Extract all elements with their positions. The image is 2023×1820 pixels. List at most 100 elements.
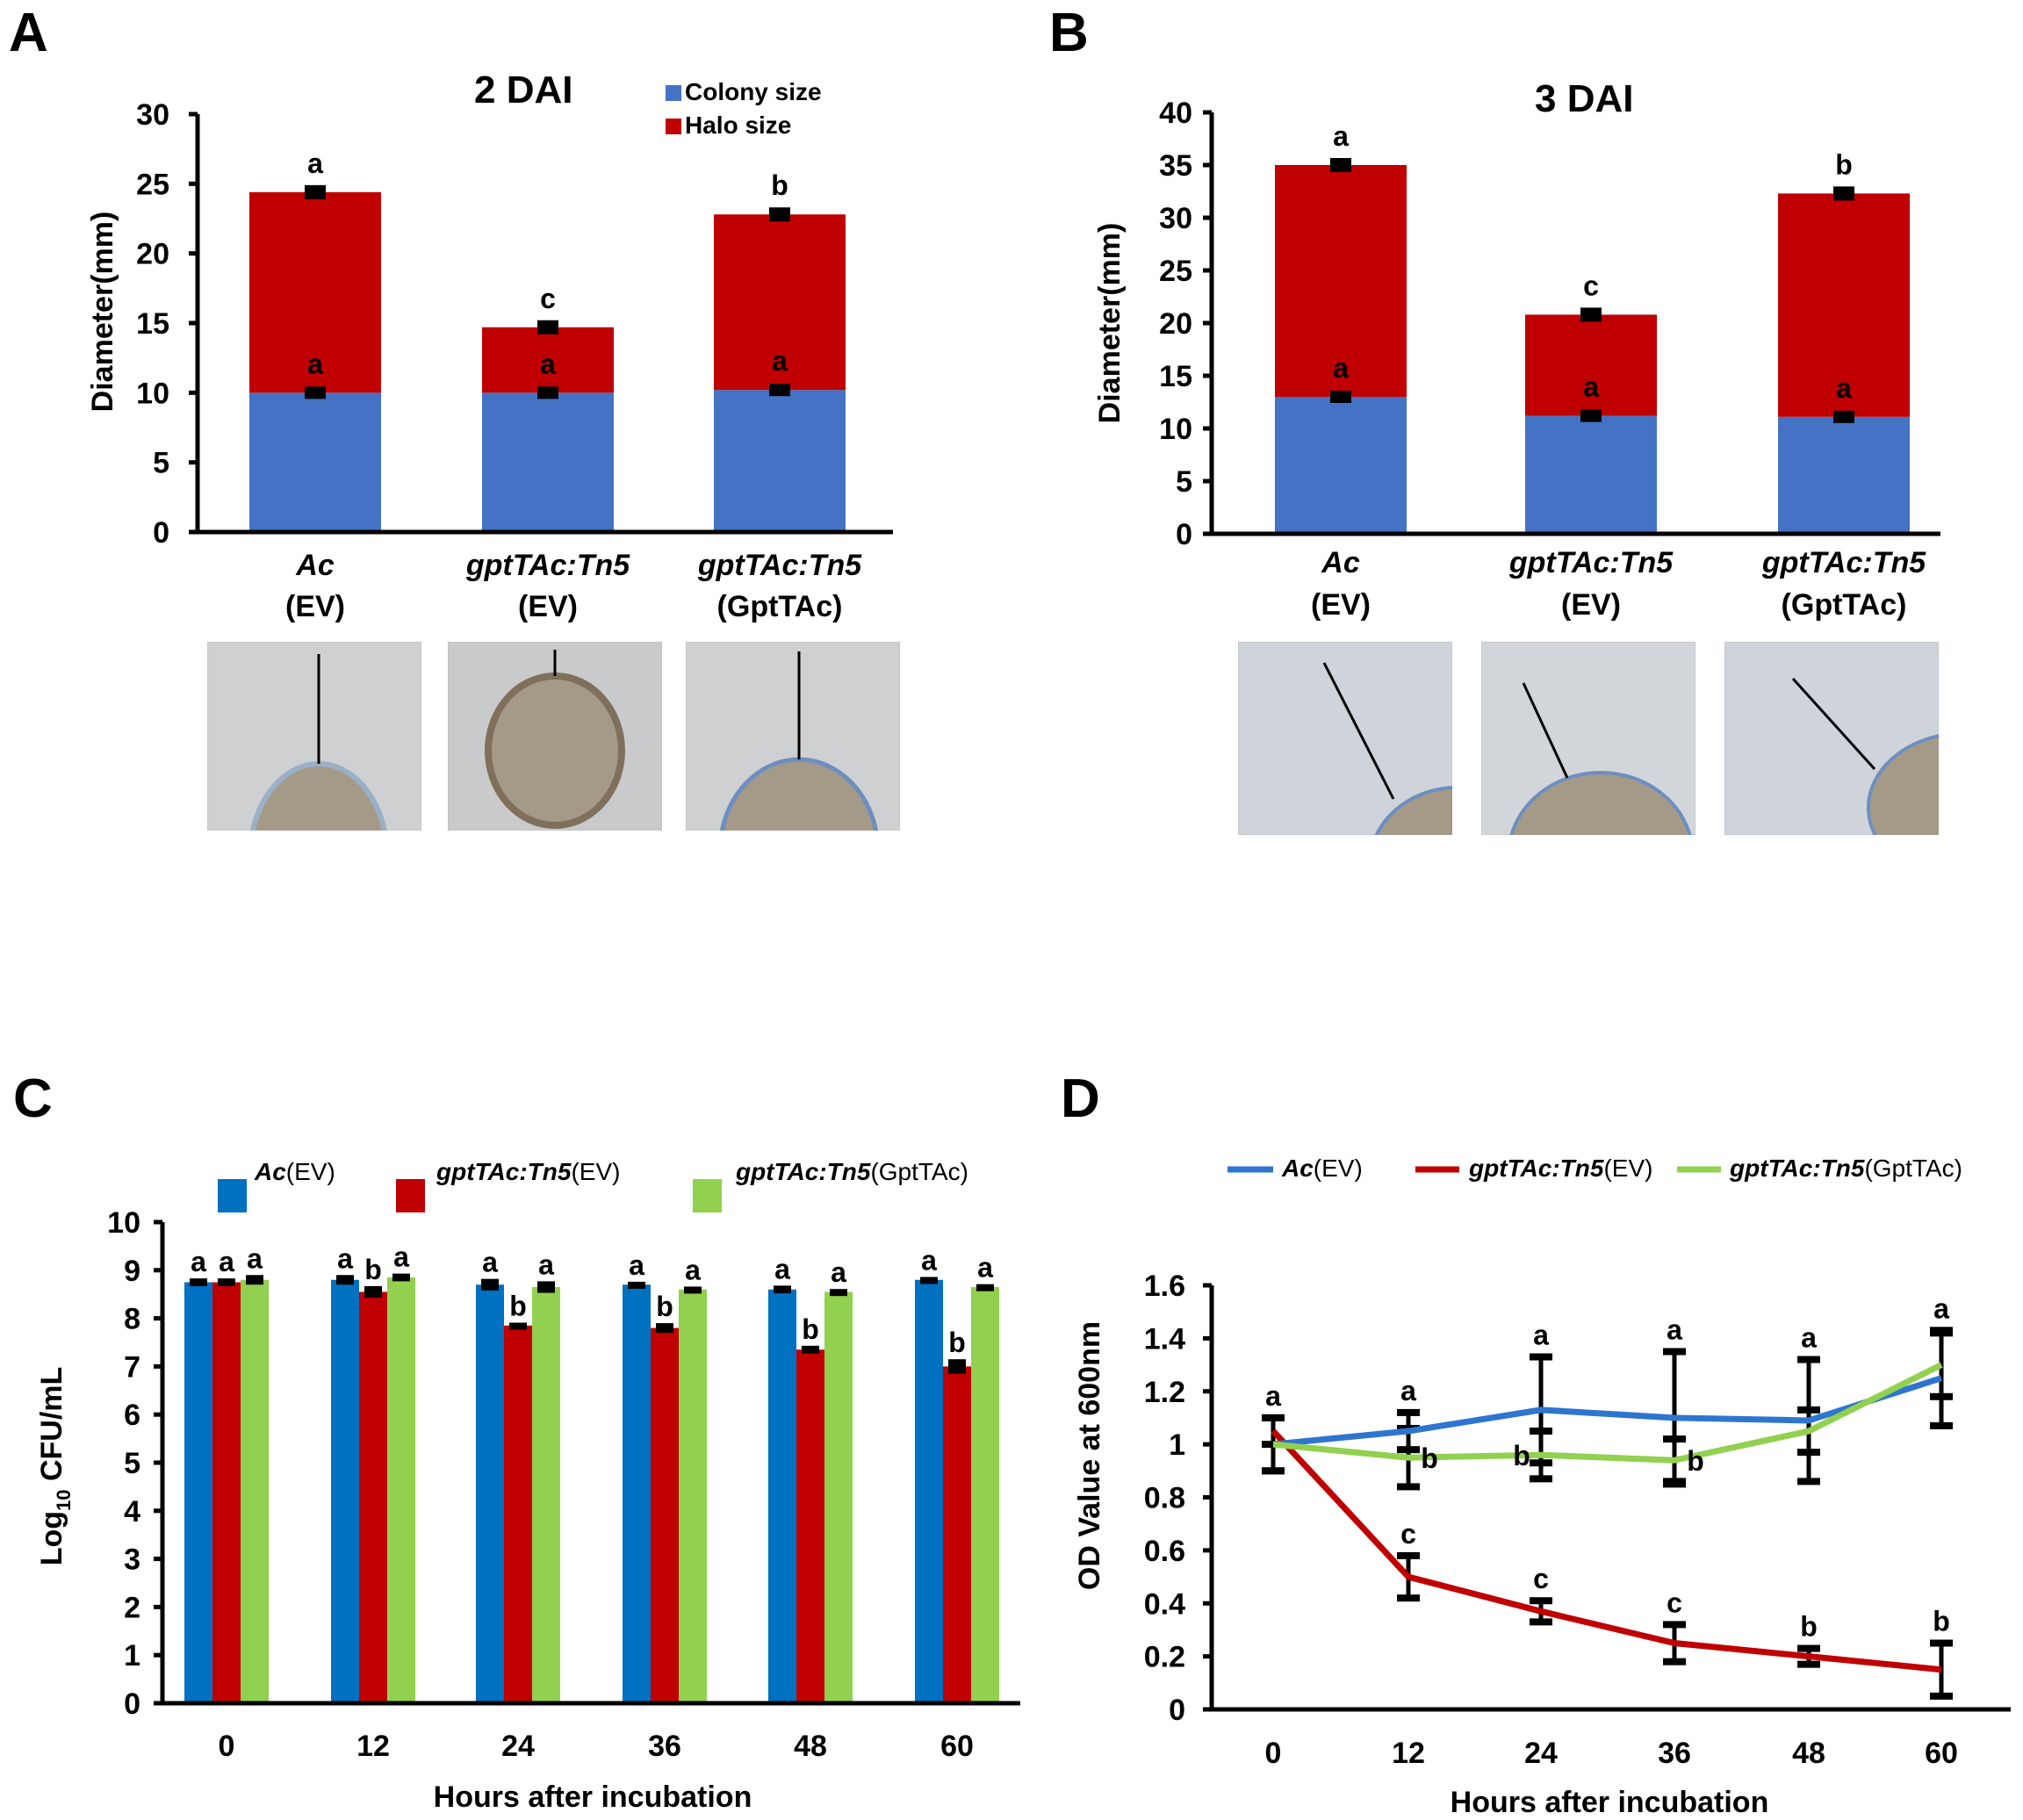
chart-b-colony-bar [1778,416,1910,534]
chart-c-bar-0 [768,1289,796,1703]
chart-b-halo-letter: b [1835,148,1853,180]
chart-a-ytick-label: 15 [136,307,169,341]
chart-d-letter-1: b [1800,1611,1818,1643]
chart-d-letter-0: a [1667,1313,1682,1345]
chart-c-error-2 [246,1275,263,1285]
chart-c-xtick-label: 0 [219,1730,235,1763]
chart-b-halo-error [1833,186,1854,201]
chart-a-ytick-label: 0 [153,516,169,550]
chart-c-error-0 [628,1281,645,1289]
chart-b-halo-bar [1275,165,1407,397]
chart-b-halo-error [1330,158,1351,172]
chart-a: 2 DAI Colony size Halo size Diameter(mm)… [86,68,893,623]
legend-d-ac-italic: Ac [1281,1155,1314,1182]
chart-c-letter-1: b [802,1313,819,1345]
chart-c-error-1 [218,1278,235,1286]
chart-a-ytick-label: 25 [136,168,169,201]
chart-d: Ac(EV) gptTAc:Tn5(EV) gptTAc:Tn5(GptTAc)… [1073,1155,2011,1819]
chart-c-bar-0 [331,1279,359,1703]
chart-a-cat-1-line1: gptTAc:Tn5 [465,549,630,582]
chart-c-ytick-label: 1 [124,1639,140,1673]
chart-c-error-2 [976,1284,994,1291]
chart-a-halo-bar [714,214,846,391]
legend-c-comp-swatch [693,1179,722,1212]
chart-c-ytick-label: 9 [124,1255,140,1288]
chart-a-halo-bar [482,327,614,393]
chart-d-series-0-errcap-bottom [1797,1478,1820,1485]
chart-b-ytick-label: 35 [1159,149,1192,183]
chart-d-series-2-errcap-bottom [1930,1392,1953,1400]
chart-d-ytick-label: 0 [1169,1694,1185,1727]
chart-d-line-1 [1271,1428,1942,1673]
chart-b-ylabel: Diameter(mm) [1093,223,1127,424]
photo-a-complemented [686,642,900,831]
legend-c-mut-swatch [396,1179,425,1212]
chart-c-letter-1: b [948,1327,966,1358]
chart-d-ytick-label: 0.6 [1144,1535,1185,1568]
chart-c-bar-1 [359,1291,387,1703]
chart-b-colony-bar [1275,397,1407,534]
chart-c-bar-2 [679,1289,707,1703]
chart-d-letter-0: a [1265,1380,1281,1412]
chart-b-halo-error [1580,307,1602,322]
chart-d-series-1-errcap-top [1797,1644,1820,1652]
chart-b-cat-1-line2: (EV) [1561,588,1621,622]
chart-d-letter-0: a [1400,1375,1416,1406]
chart-c-error-0 [920,1277,938,1284]
chart-b-halo-letter: c [1583,270,1599,301]
chart-c-ylabel-main: Log [35,1511,68,1565]
chart-d-line-2 [1272,1362,1943,1464]
chart-b-halo-bar [1525,314,1657,416]
photos-a [207,642,900,831]
chart-c-bar-1 [796,1349,824,1703]
chart-b-ytick-label: 0 [1176,518,1192,551]
chart-d-series-1-errcap-bottom [1797,1660,1820,1668]
legend-c-mut-rest: (EV) [571,1158,620,1185]
chart-a-ytick-label: 5 [153,447,169,480]
chart-c-bar-0 [623,1284,651,1703]
chart-b-colony-letter: a [1583,371,1599,403]
chart-d-ytick-label: 1 [1169,1428,1185,1462]
chart-d-xtick-label: 24 [1524,1737,1558,1770]
legend-c-mut-italic: gptTAc:Tn5 [436,1158,572,1185]
chart-b-ytick-label: 20 [1159,307,1192,341]
chart-a-colony-bar [714,390,846,532]
legend-a-colony-swatch [666,85,681,101]
chart-c-bar-0 [184,1282,212,1703]
chart-c-letter-0: a [629,1249,644,1281]
chart-d-series-1-errcap-bottom [1663,1658,1686,1665]
chart-d-series-2-errcap-top [1930,1329,1953,1337]
chart-b-colony-letter: a [1333,352,1349,384]
chart-d-letter-1: b [1933,1606,1950,1637]
chart-d-series-2-errcap-bottom [1530,1475,1552,1483]
chart-c-letter-2: a [538,1248,554,1280]
chart-c-bar-2 [532,1286,560,1703]
chart-b-halo-bar [1778,193,1910,417]
chart-d-series-2-errcap-top [1663,1435,1686,1443]
chart-c-bar-2 [387,1277,415,1703]
chart-a-colony-error [769,384,790,397]
chart-d-series-0-errcap-top [1397,1408,1420,1416]
chart-c-bar-2 [824,1291,853,1703]
chart-c-ytick-label: 8 [124,1303,140,1336]
chart-c-bar-1 [651,1327,679,1703]
chart-c-xlabel: Hours after incubation [434,1780,752,1814]
legend-a-halo-swatch [666,119,681,134]
chart-c-letter-1: b [509,1291,527,1322]
chart-b-cat-2-line2: (GptTAc) [1782,588,1907,622]
photo-a-ac [207,642,421,831]
chart-a-colony-letter: a [307,348,323,379]
chart-c-bar-1 [212,1282,241,1703]
chart-d-xlabel: Hours after incubation [1451,1786,1769,1819]
chart-c-bar-0 [915,1279,943,1703]
chart-b-colony-error [1580,409,1602,422]
chart-a-ytick-label: 20 [136,238,169,271]
chart-c-letter-1: b [656,1291,673,1322]
legend-c-comp-italic: gptTAc:Tn5 [735,1158,871,1185]
chart-b-ytick-label: 5 [1176,465,1192,499]
chart-b-colony-error [1833,410,1854,423]
chart-c-bar-1 [504,1325,532,1703]
chart-b-cat-1-line1: gptTAc:Tn5 [1508,546,1674,579]
chart-d-xtick-label: 48 [1792,1737,1825,1770]
